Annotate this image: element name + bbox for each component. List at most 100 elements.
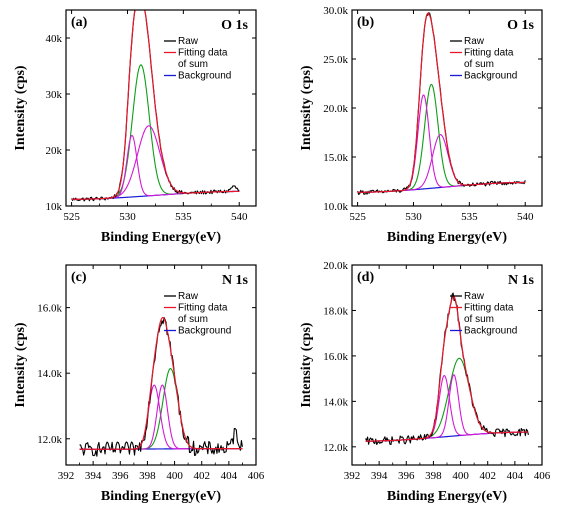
- y-tick-label: 25.0k: [323, 54, 348, 66]
- x-tick-label: 392: [344, 470, 361, 482]
- legend-entry-fit-sum-cont: of sum: [178, 59, 208, 70]
- x-tick-label: 392: [58, 470, 75, 482]
- chart-panel: 525 530 535 540 10k 20k 30k 40k Binding Energy(e…: [13, 9, 257, 245]
- chart-panel: 392 394 396 398 400 402 404 406 12.0k 14.0k 16.0k 1…: [299, 260, 551, 504]
- y-axis-title: Intensity (cps): [299, 65, 314, 151]
- legend-entry-fit-sum-cont: of sum: [464, 59, 494, 70]
- series-component-1: [71, 64, 240, 200]
- y-tick-label: 20.0k: [323, 260, 348, 272]
- y-tick-label: 12.0k: [323, 442, 348, 454]
- x-tick-label: 394: [371, 470, 388, 482]
- x-tick-label: 400: [166, 470, 183, 482]
- y-tick-label: 16.0k: [37, 303, 62, 315]
- legend-entry-raw: Raw: [464, 291, 485, 302]
- panel-label: (b): [357, 15, 374, 30]
- x-tick-label: 402: [479, 470, 496, 482]
- series-component-2: [79, 384, 243, 450]
- plot-area: [357, 12, 526, 195]
- plot-area: [365, 292, 529, 446]
- series-fit-sum: [365, 295, 529, 442]
- y-tick-label: 10k: [46, 201, 63, 213]
- series-fit-sum: [79, 316, 243, 450]
- x-axis-title: Binding Energy(eV): [101, 489, 222, 504]
- panel-title: O 1s: [221, 18, 248, 33]
- plot-area: [71, 10, 240, 202]
- panel-label: (a): [71, 15, 88, 30]
- x-tick-label: 525: [349, 211, 366, 223]
- series-component-1: [365, 357, 529, 442]
- y-axis-title: Intensity (cps): [13, 65, 28, 151]
- y-tick-label: 20.0k: [323, 103, 348, 115]
- legend-entry-background: Background: [178, 71, 231, 82]
- panel-title: N 1s: [508, 273, 535, 288]
- series-component-2: [357, 94, 526, 193]
- legend-entry-fit-sum: Fitting data: [464, 48, 514, 59]
- x-tick-label: 400: [452, 470, 469, 482]
- x-tick-label: 406: [534, 470, 551, 482]
- x-tick-label: 402: [193, 470, 210, 482]
- y-axis-title: Intensity (cps): [299, 322, 314, 408]
- series-background: [357, 181, 526, 193]
- series-raw: [71, 10, 240, 202]
- panel-label: (d): [357, 270, 374, 285]
- plot-frame: [65, 264, 257, 466]
- legend-entry-fit-sum-cont: of sum: [178, 314, 208, 325]
- plot-frame: [351, 264, 543, 466]
- legend-entry-fit-sum-cont: of sum: [464, 314, 494, 325]
- legend-entry-fit-sum: Fitting data: [178, 303, 228, 314]
- x-tick-label: 404: [507, 470, 524, 482]
- legend-entry-raw: Raw: [178, 291, 199, 302]
- series-component-3: [71, 125, 240, 200]
- plot-frame: [351, 9, 543, 207]
- x-tick-label: 396: [398, 470, 415, 482]
- panel-title: N 1s: [222, 273, 249, 288]
- y-tick-label: 14.0k: [37, 368, 62, 380]
- y-tick-label: 12.0k: [37, 434, 62, 446]
- panel-label: (c): [71, 270, 87, 285]
- x-tick-label: 406: [248, 470, 265, 482]
- y-tick-label: 10.0k: [323, 201, 348, 213]
- series-fit-sum: [71, 10, 240, 200]
- y-tick-label: 16.0k: [323, 351, 348, 363]
- x-tick-label: 404: [221, 470, 238, 482]
- series-fit-sum: [357, 12, 526, 193]
- y-axis-title: Intensity (cps): [13, 322, 28, 408]
- x-axis-title: Binding Energy(eV): [387, 489, 508, 504]
- x-tick-label: 530: [405, 211, 422, 223]
- y-tick-label: 14.0k: [323, 396, 348, 408]
- y-tick-label: 20k: [46, 145, 63, 157]
- x-axis-title: Binding Energy(eV): [101, 230, 222, 245]
- y-tick-label: 30.0k: [323, 5, 348, 17]
- y-tick-label: 40k: [46, 33, 63, 45]
- x-tick-label: 535: [175, 211, 192, 223]
- plot-area: [79, 316, 243, 457]
- y-tick-label: 15.0k: [323, 152, 348, 164]
- x-tick-label: 530: [119, 211, 136, 223]
- legend-entry-raw: Raw: [178, 36, 199, 47]
- legend-entry-fit-sum: Fitting data: [464, 303, 514, 314]
- legend-entry-background: Background: [464, 71, 517, 82]
- legend-entry-background: Background: [178, 326, 231, 337]
- chart-panel: 392 394 396 398 400 402 404 406 12.0k 14.0k 16.0k B…: [13, 264, 265, 504]
- x-tick-label: 540: [517, 211, 534, 223]
- legend-entry-fit-sum: Fitting data: [178, 48, 228, 59]
- x-tick-label: 394: [85, 470, 102, 482]
- legend-entry-background: Background: [464, 326, 517, 337]
- series-component-1: [79, 368, 243, 450]
- y-tick-label: 18.0k: [323, 305, 348, 317]
- x-tick-label: 398: [139, 470, 156, 482]
- series-raw: [365, 292, 529, 446]
- x-tick-label: 396: [112, 470, 129, 482]
- y-tick-label: 30k: [46, 89, 63, 101]
- panel-title: O 1s: [507, 18, 534, 33]
- x-tick-label: 540: [231, 211, 248, 223]
- x-axis-title: Binding Energy(eV): [387, 230, 508, 245]
- chart-panel: 525 530 535 540 10.0k 15.0k 20.0k 25.0k 30.0k Bin…: [299, 5, 543, 245]
- plot-frame: [65, 9, 257, 207]
- x-tick-label: 525: [63, 211, 80, 223]
